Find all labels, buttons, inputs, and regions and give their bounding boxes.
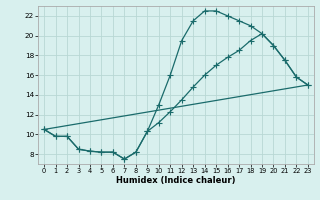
X-axis label: Humidex (Indice chaleur): Humidex (Indice chaleur) (116, 176, 236, 185)
